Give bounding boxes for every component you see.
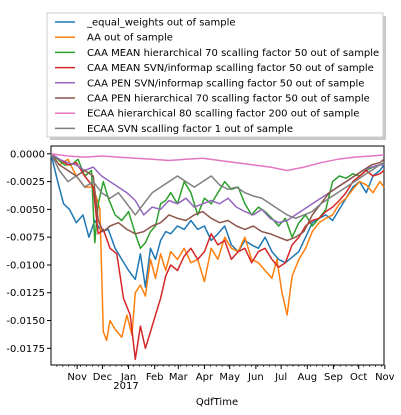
legend-label: _equal_weights out of sample (86, 18, 236, 29)
x-tick-label: Mar (169, 372, 189, 383)
x-tick-label: Jun (247, 372, 264, 383)
legend-label: CAA MEAN SVN/informap scalling factor 50… (87, 63, 374, 74)
y-tick-label: -0.0125 (6, 288, 45, 299)
x-year-label: 2017 (113, 381, 138, 392)
series-line-8 (50, 153, 385, 220)
legend: _equal_weights out of sample AA out of sa… (46, 12, 386, 140)
x-tick-label: Feb (146, 372, 164, 383)
series-line-7 (50, 153, 385, 172)
x-tick-label: Jul (274, 372, 287, 383)
series-line-3 (50, 153, 385, 250)
y-tick-label: -0.0050 (6, 205, 45, 216)
x-tick-label: Nov (67, 372, 87, 383)
series-line-6 (50, 153, 385, 242)
x-tick-label: May (219, 372, 240, 383)
x-axis: Nov Dec Jan Feb Mar Apr May Jun Jul Aug Sep Oct Nov (56, 365, 395, 383)
x-axis-label: QdfTime (196, 397, 238, 408)
y-tick-label: -0.0025 (6, 177, 45, 188)
x-tick-label: Dec (93, 372, 112, 383)
legend-box (46, 12, 384, 138)
y-tick-label: -0.0100 (6, 260, 45, 271)
legend-label: AA out of sample (87, 33, 173, 44)
y-axis: 0.0000 -0.0025 -0.0050 -0.0075 -0.0100 -0.012… (6, 149, 51, 355)
legend-label: ECAA SVN scalling factor 1 out of sample (87, 124, 293, 135)
x-tick-label: Oct (350, 372, 367, 383)
x-tick-label: Jan (120, 372, 136, 383)
series-line-4 (50, 153, 385, 361)
y-tick-label: -0.0175 (6, 344, 45, 355)
series-line-2 (50, 153, 385, 342)
legend-label: CAA MEAN hierarchical 70 scalling factor… (87, 48, 379, 59)
legend-label: CAA PEN hierarchical 70 scalling factor … (87, 94, 370, 105)
plot-area (50, 145, 385, 366)
y-tick-label: -0.0075 (6, 233, 45, 244)
y-tick-label: 0.0000 (10, 149, 45, 160)
x-tick-label: Sep (324, 372, 343, 383)
x-tick-label: Apr (196, 372, 214, 383)
legend-label: CAA PEN SVN/informap scalling factor 50 … (87, 78, 364, 89)
y-tick-label: -0.0150 (6, 316, 45, 327)
x-tick-label: Nov (375, 372, 395, 383)
x-tick-label: Aug (298, 372, 318, 383)
legend-label: ECAA hierarchical 80 scalling factor 200… (87, 109, 359, 120)
